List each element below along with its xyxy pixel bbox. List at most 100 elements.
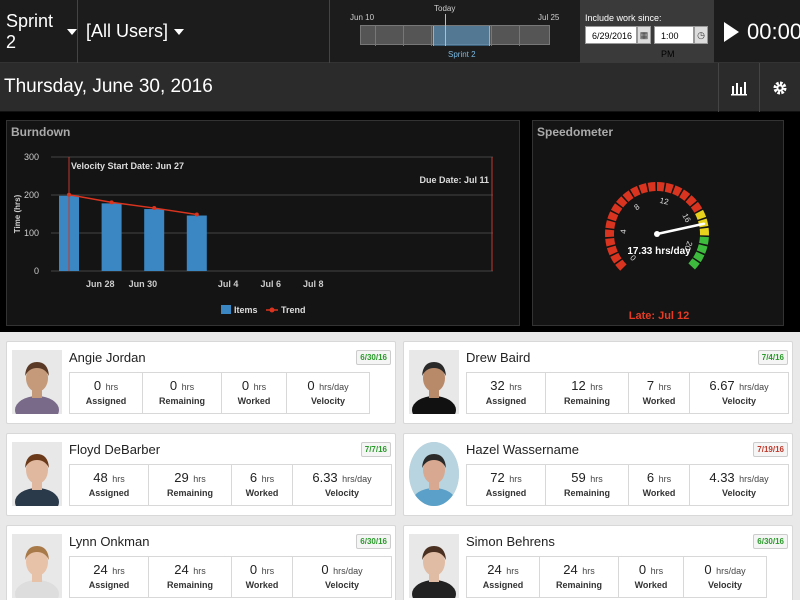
stat-velocity: 0 hrs/day Velocity [286, 372, 370, 414]
stat-velocity-value: 6.33 [312, 470, 338, 485]
person-stats: 32 hrs Assigned 12 hrs Remaining 7 hrs W… [466, 372, 789, 414]
stat-velocity-label: Velocity [707, 580, 743, 590]
person-card[interactable]: Angie Jordan 6/30/16 0 hrs Assigned 0 hrs… [6, 341, 396, 424]
late-date-label: Late: Jul 12 [629, 310, 690, 322]
stat-unit: hrs [181, 382, 195, 392]
stat-velocity: 0 hrs/day Velocity [683, 556, 767, 598]
burndown-bar[interactable] [101, 203, 122, 271]
speedometer-title: Speedometer [537, 125, 614, 139]
gauge-segment [695, 209, 707, 220]
sprint-timeline[interactable]: Today Jun 10 Jul 25 Sprint 2 [330, 0, 578, 63]
stat-worked-label: Worked [642, 488, 676, 498]
gauge-segment [693, 251, 705, 263]
stat-unit: hrs [193, 566, 206, 576]
gauge-segment [657, 182, 665, 192]
include-time-input[interactable]: 1:00 PM [654, 26, 694, 59]
stat-assigned-value: 72 [490, 470, 505, 485]
stat-remaining-value: 0 [169, 378, 178, 393]
due-date-badge: 6/30/16 [356, 350, 391, 365]
gauge-segment [699, 227, 709, 236]
stat-unit: hrs [590, 474, 603, 484]
trend-point [109, 200, 114, 205]
stat-worked: 0 hrs Worked [231, 556, 293, 598]
sprint-dropdown[interactable]: Sprint 2 [0, 0, 78, 63]
stat-worked-label: Worked [634, 580, 668, 590]
stat-worked: 7 hrs Worked [628, 372, 690, 414]
stat-worked: 0 hrs Worked [221, 372, 287, 414]
avatar [12, 534, 62, 598]
stat-worked-value: 0 [241, 378, 250, 393]
stat-velocity-label: Velocity [310, 396, 346, 406]
person-name: Drew Baird [466, 350, 531, 365]
stat-unit: hrs [193, 474, 206, 484]
stat-velocity-value: 0 [704, 562, 712, 577]
stat-velocity-label: Velocity [721, 488, 757, 498]
stat-assigned-value: 32 [490, 378, 505, 393]
users-dropdown[interactable]: [All Users] [78, 0, 330, 63]
gauge-tick-label: 0 [628, 253, 638, 263]
gauge-segment [615, 259, 627, 271]
due-date-badge: 7/4/16 [757, 350, 788, 365]
stat-unit: hrs [105, 382, 119, 392]
chevron-down-icon [67, 28, 77, 35]
stat-unit: hrs [261, 474, 275, 484]
gauge-tick-label: 8 [632, 202, 641, 212]
x-tick-label: Jun 30 [129, 279, 158, 289]
y-tick-label: 0 [34, 266, 39, 276]
stat-remaining-value: 29 [174, 470, 189, 485]
stat-velocity-value: 0 [321, 562, 329, 577]
person-card[interactable]: Lynn Onkman 6/30/16 24 hrs Assigned 24 hr… [6, 525, 396, 600]
timer-display: 00:00 [747, 18, 800, 44]
settings-button[interactable] [759, 63, 800, 112]
stat-velocity-value: 4.33 [709, 470, 735, 485]
burndown-bar[interactable] [186, 215, 207, 271]
person-card[interactable]: Simon Behrens 6/30/16 24 hrs Assigned 24 … [403, 525, 793, 600]
stat-velocity: 6.67 hrs/day Velocity [689, 372, 789, 414]
due-date-badge: 7/19/16 [753, 442, 788, 457]
gauge-segment [605, 229, 615, 238]
play-icon[interactable] [724, 21, 739, 42]
stat-remaining-value: 12 [571, 378, 586, 393]
legend-trend-label: Trend [281, 305, 306, 315]
avatar [409, 534, 459, 598]
calendar-icon[interactable]: ▦ [637, 26, 651, 44]
gauge-segment [638, 183, 648, 194]
stat-remaining-label: Remaining [555, 580, 602, 590]
stat-assigned: 48 hrs Assigned [69, 464, 149, 506]
stat-remaining-value: 24 [563, 562, 578, 577]
person-name: Floyd DeBarber [69, 442, 161, 457]
stat-unit: hrs [261, 566, 275, 576]
gauge-segment [696, 244, 708, 254]
y-tick-label: 100 [24, 228, 39, 238]
person-card[interactable]: Hazel Wassername 7/19/16 72 hrs Assigned … [403, 433, 793, 516]
stat-worked-value: 0 [638, 562, 647, 577]
person-stats: 24 hrs Assigned 24 hrs Remaining 0 hrs W… [69, 556, 392, 598]
stat-worked-label: Worked [237, 396, 271, 406]
stat-remaining: 12 hrs Remaining [545, 372, 629, 414]
stat-assigned-label: Assigned [88, 580, 130, 590]
report-button[interactable] [718, 63, 759, 112]
burndown-title: Burndown [11, 125, 71, 139]
stat-assigned: 24 hrs Assigned [69, 556, 149, 598]
stat-assigned-value: 48 [93, 470, 108, 485]
burndown-panel: Burndown Time (hrs) 300 200 100 0 Jun 28 Jun… [6, 120, 520, 326]
gauge-segment [688, 258, 700, 270]
person-card[interactable]: Floyd DeBarber 7/7/16 48 hrs Assigned 29 … [6, 433, 396, 516]
person-stats: 48 hrs Assigned 29 hrs Remaining 6 hrs W… [69, 464, 392, 506]
gauge-segment [630, 186, 641, 198]
trend-point [152, 206, 157, 211]
stat-velocity-value: 0 [307, 378, 315, 393]
y-tick-label: 200 [24, 190, 39, 200]
stat-worked-value: 0 [249, 562, 258, 577]
speedometer-gauge: 0 4 8 12 16 20 17.33 hrs/day Late: Jul 12 [605, 182, 709, 322]
stat-worked: 0 hrs Worked [618, 556, 684, 598]
person-card[interactable]: Drew Baird 7/4/16 32 hrs Assigned 12 hrs … [403, 341, 793, 424]
timeline-track[interactable] [360, 14, 550, 46]
timeline-sprint-range[interactable] [433, 26, 490, 46]
burndown-bar[interactable] [144, 209, 165, 271]
stat-remaining-label: Remaining [563, 396, 610, 406]
include-date-input[interactable]: 6/29/2016 [585, 26, 637, 44]
clock-icon[interactable]: ◷ [694, 26, 708, 44]
gauge-segment [664, 182, 674, 194]
due-date-badge: 7/7/16 [360, 442, 391, 457]
